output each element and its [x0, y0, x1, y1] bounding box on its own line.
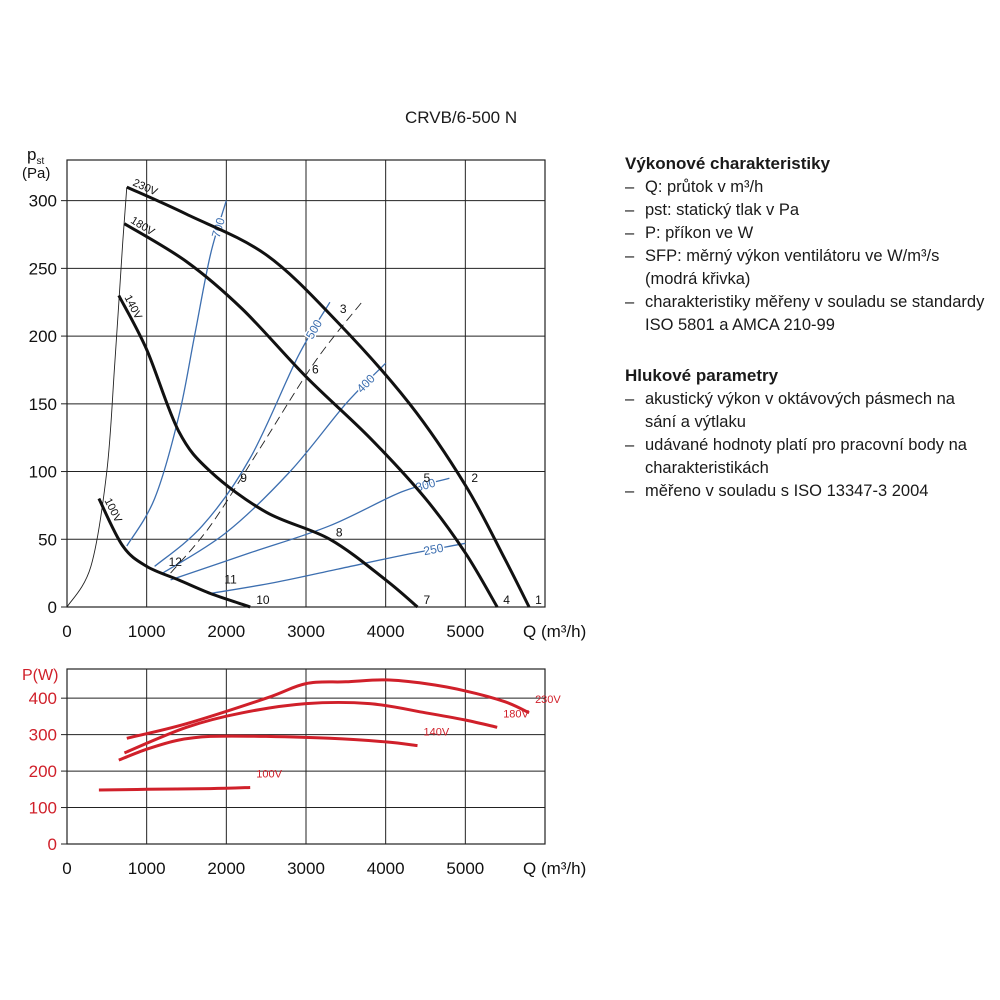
page-title: CRVB/6-500 N: [405, 108, 518, 127]
x-tick-label: 4000: [367, 859, 405, 878]
sfp-curve: [154, 301, 331, 567]
system-curve: [66, 187, 128, 608]
power-curve-label: 140V: [424, 727, 450, 739]
system-curve: [170, 301, 363, 574]
y-tick-label: 300: [29, 726, 57, 745]
performance-heading: Výkonové charakteristiky: [625, 154, 831, 173]
y-tick-label: 150: [29, 395, 57, 414]
x-tick-label: 1000: [128, 859, 166, 878]
y-tick-label: 100: [29, 799, 57, 818]
sfp-curve: [210, 542, 466, 595]
performance-legend: Výkonové charakteristiky – Q: průtok v m³…: [625, 152, 985, 337]
noise-item: – měřeno v souladu s ISO 13347-3 2004: [625, 482, 929, 500]
noise-item: – udávané hodnoty platí pro pracovní body…: [625, 436, 967, 477]
fan-curve: [123, 222, 499, 608]
fan-curve: [97, 497, 251, 609]
power-curve: [98, 786, 251, 792]
x-tick-label: 3000: [287, 622, 325, 641]
x-tick-label: 1000: [128, 622, 166, 641]
y-tick-label: 50: [38, 530, 57, 549]
x-tick-label: 5000: [446, 859, 484, 878]
operating-point-label: 4: [503, 593, 510, 607]
sfp-curve: [126, 200, 227, 547]
y-tick-label: 200: [29, 762, 57, 781]
power-curve: [123, 700, 498, 755]
x-tick-label: 2000: [207, 622, 245, 641]
x-tick-label: 0: [62, 622, 71, 641]
noise-item: – akustický výkon v oktávových pásmech na…: [625, 390, 955, 431]
fan-curve: [126, 185, 531, 608]
power-curve-label: 180V: [503, 708, 529, 720]
y-tick-label: 0: [48, 835, 57, 854]
operating-point-label: 1: [535, 593, 542, 607]
performance-item: – P: příkon ve W: [625, 224, 754, 242]
power-curve: [126, 678, 530, 740]
x-axis-label: Q (m³/h): [523, 859, 586, 878]
x-tick-label: 0: [62, 859, 71, 878]
operating-point-label: 5: [424, 471, 431, 485]
power-curve-label: 100V: [256, 768, 282, 780]
x-tick-label: 2000: [207, 859, 245, 878]
y-axis-label: P(W): [22, 667, 58, 684]
x-axis-label: Q (m³/h): [523, 622, 586, 641]
performance-item: – pst: statický tlak v Pa: [625, 201, 800, 219]
operating-point-label: 7: [424, 593, 431, 607]
performance-item: – Q: průtok v m³/h: [625, 178, 764, 196]
operating-point-label: 12: [169, 555, 183, 569]
noise-heading: Hlukové parametry: [625, 366, 779, 385]
noise-legend: Hlukové parametry – akustický výkon v okt…: [625, 364, 985, 503]
performance-item: – charakteristiky měřeny v souladu se sta…: [625, 293, 985, 334]
power-curve: [118, 734, 418, 762]
y-tick-label: 300: [29, 192, 57, 211]
operating-point-label: 9: [240, 471, 247, 485]
y-tick-label: 0: [48, 598, 57, 617]
performance-item: – SFP: měrný výkon ventilátoru ve W/m³/s …: [625, 247, 940, 288]
x-tick-label: 4000: [367, 622, 405, 641]
operating-point-label: 10: [256, 593, 270, 607]
fan-curve: [117, 294, 419, 609]
sfp-curve: [162, 362, 387, 574]
operating-point-label: 6: [312, 363, 319, 377]
y-tick-label: 400: [29, 689, 57, 708]
y-tick-label: 250: [29, 259, 57, 278]
operating-point-label: 2: [471, 471, 478, 485]
x-tick-label: 5000: [446, 622, 484, 641]
operating-point-label: 11: [224, 573, 237, 587]
y-axis-label-sub: st: [36, 156, 44, 167]
x-tick-label: 3000: [287, 859, 325, 878]
operating-point-label: 3: [340, 302, 347, 316]
sfp-curve: [170, 477, 450, 581]
sfp-curve-label: 250: [422, 541, 445, 559]
y-tick-label: 200: [29, 327, 57, 346]
power-chart: 0 1000 2000 3000 4000 5000 0 100 200 300 400 Q (m³/…: [22, 667, 586, 878]
pressure-chart: 0 1000 2000 3000 4000 5000 0 50 100 150 200 250 300 Q…: [22, 145, 586, 641]
operating-point-label: 8: [336, 525, 343, 539]
y-axis-label: pst: [27, 145, 44, 167]
y-tick-label: 100: [29, 463, 57, 482]
power-curve-label: 230V: [535, 694, 561, 706]
y-axis-label-unit: (Pa): [22, 165, 50, 182]
